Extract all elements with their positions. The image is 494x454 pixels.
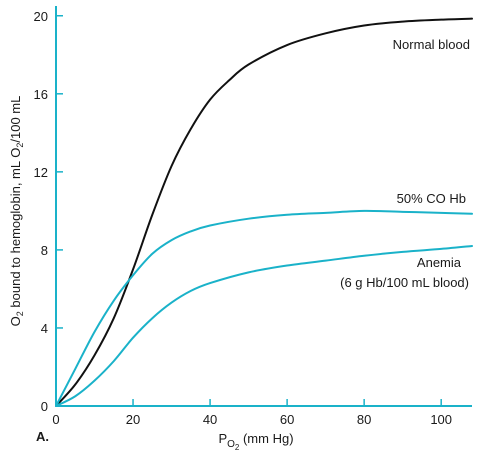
x-tick-label: 60 — [280, 412, 294, 427]
x-tick-label: 80 — [357, 412, 371, 427]
y-tick-label: 8 — [41, 243, 48, 258]
y-axis-label-part2: bound to hemoglobin, mL O — [8, 148, 23, 312]
y-tick-label: 4 — [41, 321, 48, 336]
x-tick-label: 0 — [52, 412, 59, 427]
series-line-normal-blood — [55, 17, 473, 407]
y-axis-label-part3: /100 mL — [8, 96, 23, 143]
x-axis-label-sub2: 2 — [235, 443, 240, 452]
x-tick-label: 40 — [203, 412, 217, 427]
y-tick-label: 0 — [41, 399, 48, 414]
y-axis-label-part1: O — [8, 316, 23, 326]
x-axis-label-sub1: O — [227, 439, 235, 450]
series-line-anemia — [55, 245, 473, 407]
x-axis-label: PO2 (mm Hg) — [218, 431, 293, 452]
x-axis-label-unit: (mm Hg) — [239, 431, 293, 446]
series-label-normal-blood: Normal blood — [393, 37, 470, 52]
series-label-co-hb: 50% CO Hb — [397, 191, 466, 206]
y-tick-label: 12 — [34, 165, 48, 180]
y-axis-label-sub1: 2 — [15, 311, 25, 316]
y-axis-label-sub2: 2 — [15, 143, 25, 148]
y-axis-label: O2 bound to hemoglobin, mL O2/100 mL — [8, 96, 25, 327]
series-line-50-co-hb — [55, 209, 473, 407]
axes-layer — [55, 6, 472, 407]
y-tick-label: 16 — [34, 87, 48, 102]
series-layer — [55, 17, 473, 407]
ticks-layer: 0 4 8 12 16 20 0 20 40 60 80 100 — [34, 9, 453, 427]
x-tick-label: 20 — [126, 412, 140, 427]
series-note-anemia: (6 g Hb/100 mL blood) — [340, 275, 469, 290]
panel-label: A. — [36, 429, 49, 444]
y-tick-label: 20 — [34, 9, 48, 24]
x-axis-label-main: P — [218, 431, 227, 446]
x-tick-label: 100 — [430, 412, 452, 427]
series-label-anemia: Anemia — [417, 255, 462, 270]
